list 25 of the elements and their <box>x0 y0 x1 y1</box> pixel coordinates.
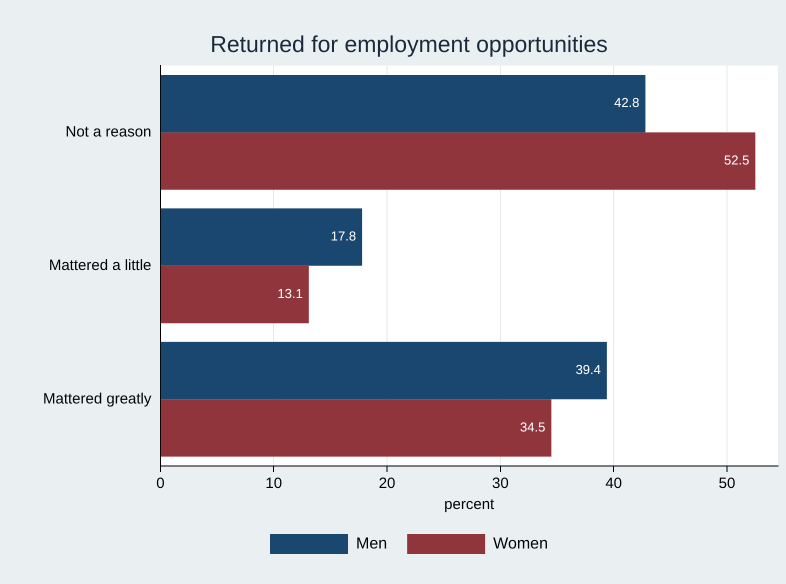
data-label: 42.8 <box>614 95 640 110</box>
chart-title: Returned for employment opportunities <box>210 31 608 58</box>
bar <box>160 132 756 190</box>
x-tick-label: 50 <box>718 475 736 492</box>
y-tick-label: Mattered a little <box>48 256 152 274</box>
bar <box>160 399 552 457</box>
x-tick-label: 30 <box>492 475 509 492</box>
data-label: 17.8 <box>330 228 356 244</box>
bar <box>160 342 607 400</box>
x-axis-title: percent <box>444 496 496 514</box>
legend-label: Women <box>493 535 548 552</box>
x-tick-label: 20 <box>378 475 396 492</box>
x-tick-label: 10 <box>265 475 282 492</box>
y-tick-label: Not a reason <box>65 123 152 140</box>
legend-label: Men <box>356 535 388 552</box>
bar <box>160 208 362 266</box>
data-label: 52.5 <box>724 152 750 168</box>
x-tick-label: 0 <box>156 475 165 492</box>
bar <box>160 74 646 132</box>
data-label: 13.1 <box>278 286 303 302</box>
data-label: 34.5 <box>520 420 546 435</box>
x-tick-label: 40 <box>605 475 622 492</box>
data-label: 39.4 <box>576 362 601 378</box>
bar <box>160 266 309 324</box>
y-tick-label: Mattered greatly <box>42 390 152 408</box>
